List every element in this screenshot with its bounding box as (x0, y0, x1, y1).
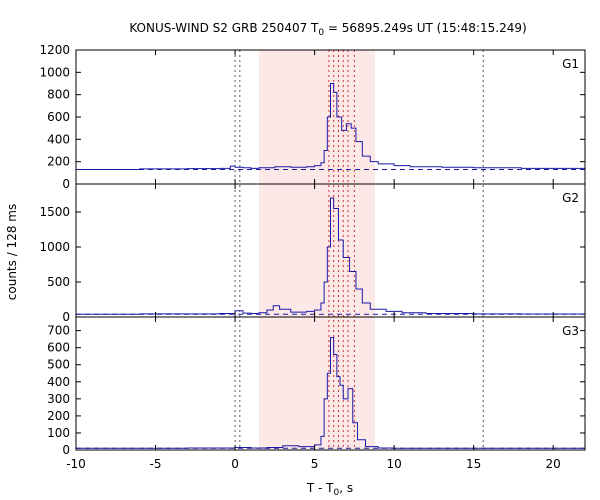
panel-frame-G3 (75, 316, 586, 451)
lightcurve-G3 (76, 336, 585, 449)
xtick-label-5: 15 (466, 457, 481, 471)
ytick-label-G1-3: 600 (47, 110, 70, 124)
ytick-label-G3-5: 500 (47, 358, 70, 372)
ytick-label-G3-0: 0 (62, 443, 70, 457)
ytick-label-G1-6: 1200 (39, 43, 70, 57)
plot-layer: 020040060080010001200G1050010001500G2010… (39, 43, 586, 471)
lightcurve-G1 (76, 83, 586, 170)
ytick-label-G1-2: 400 (47, 132, 70, 146)
xtick-label-0: -10 (66, 457, 86, 471)
ytick-label-G1-1: 200 (47, 155, 70, 169)
ytick-label-G2-2: 1000 (39, 240, 70, 254)
xtick-label-6: 20 (546, 457, 561, 471)
xtick-label-3: 5 (311, 457, 319, 471)
ytick-label-G3-4: 400 (47, 375, 70, 389)
panel-label-G3: G3 (562, 324, 579, 338)
ytick-label-G3-6: 600 (47, 341, 70, 355)
xtick-label-1: -5 (150, 457, 162, 471)
ytick-label-G1-5: 1000 (39, 65, 70, 79)
x-axis-label: T - T0, s (306, 481, 353, 498)
xtick-label-2: 0 (231, 457, 239, 471)
lightcurve-G2 (76, 197, 586, 315)
ytick-label-G1-0: 0 (62, 177, 70, 191)
ytick-label-G3-1: 100 (47, 426, 70, 440)
shaded-interval (258, 50, 376, 450)
chart-title: KONUS-WIND S2 GRB 250407 T0 = 56895.249s… (129, 21, 526, 38)
panel-label-G1: G1 (562, 57, 579, 71)
ytick-label-G2-0: 0 (62, 310, 70, 324)
ytick-label-G3-2: 200 (47, 409, 70, 423)
panel-label-G2: G2 (562, 191, 579, 205)
ytick-label-G1-4: 800 (47, 88, 70, 102)
ytick-label-G3-7: 700 (47, 324, 70, 338)
ytick-label-G2-3: 1500 (39, 205, 70, 219)
y-axis-label: counts / 128 ms (5, 204, 19, 300)
xtick-label-4: 10 (386, 457, 401, 471)
ytick-label-G2-1: 500 (47, 275, 70, 289)
ytick-label-G3-3: 300 (47, 392, 70, 406)
